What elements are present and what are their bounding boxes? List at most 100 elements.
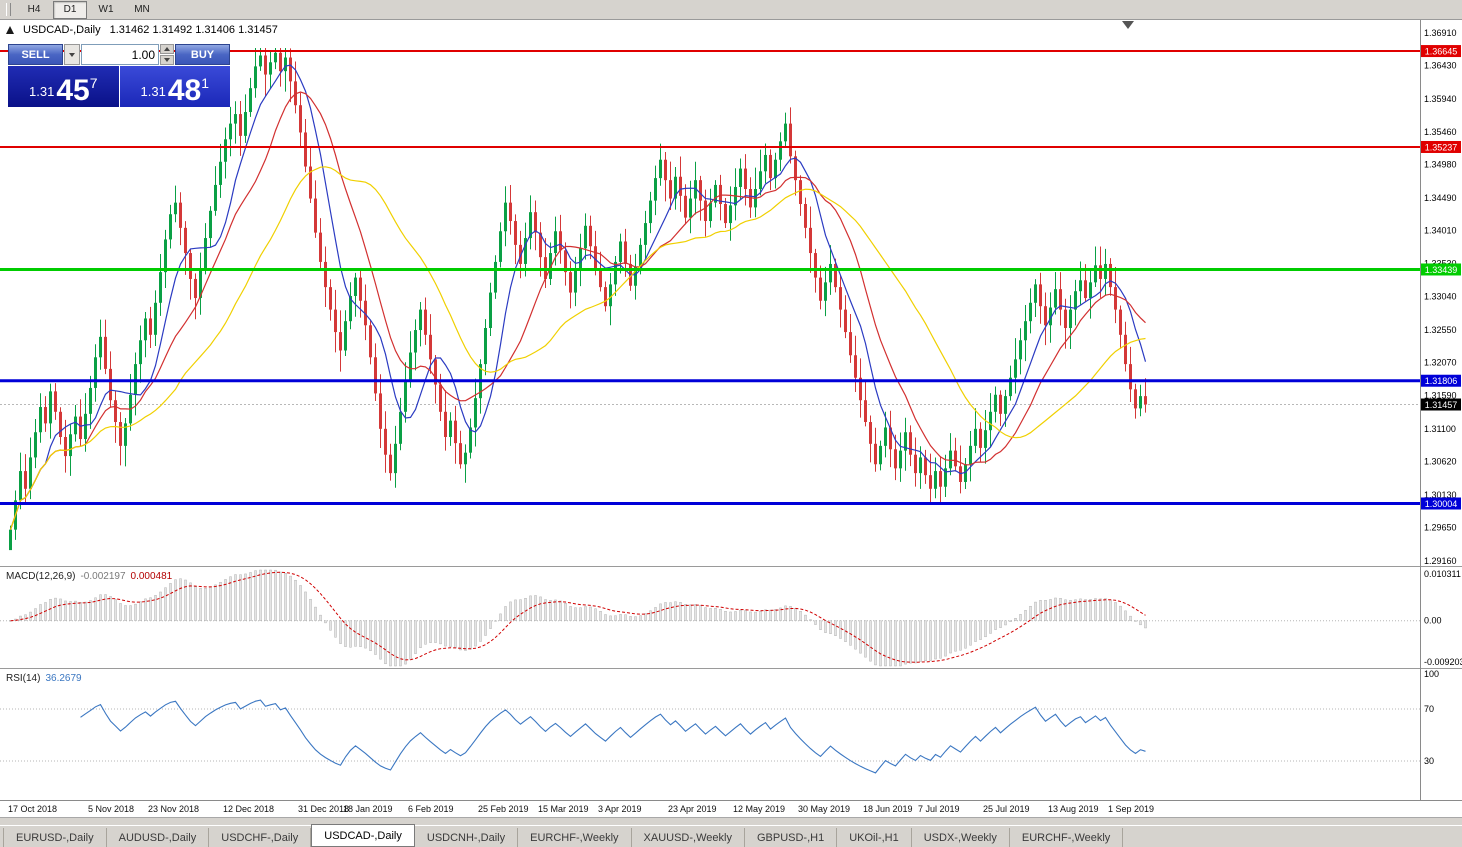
sell-price-big: 45 [56,73,90,107]
sell-price-sup: 7 [89,75,98,91]
price-axis-tick: 1.36910 [1424,28,1457,38]
price-tag-label: 1.33439 [1425,265,1458,275]
chart-icon[interactable] [6,26,14,34]
buy-price-panel[interactable]: 1.31 48 1 [119,66,230,107]
date-label: 15 Mar 2019 [538,804,589,814]
date-axis[interactable]: 17 Oct 2018 5 Nov 2018 23 Nov 2018 12 Dec 2… [0,800,1462,817]
chart-tab-bar: EURUSD-,Daily AUDUSD-,Daily USDCHF-,Daily U… [0,824,1462,847]
oct-prices-row: 1.31 45 7 1.31 48 1 [8,66,230,107]
price-axis-tick: 1.34980 [1424,159,1457,169]
rsi-name: RSI(14) [6,673,41,684]
rsi-axis-label: 30 [1424,756,1434,766]
lot-size-input[interactable] [81,44,159,65]
macd-axis-label: 0.010311 [1424,569,1461,579]
chart-tab-xauusd-weekly[interactable]: XAUUSD-,Weekly [632,828,745,847]
lot-spin-up-button[interactable] [160,44,174,54]
bottom-strip [0,817,1462,825]
sell-price-prefix: 1.31 [29,84,55,99]
chart-title-bar: USDCAD-,Daily 1.31462 1.31492 1.31406 1.… [6,23,278,37]
price-tag-label: 1.36645 [1425,47,1458,57]
buy-button[interactable]: BUY [175,44,230,65]
sell-price-panel[interactable]: 1.31 45 7 [8,66,119,107]
period-button-h4[interactable]: H4 [27,4,41,15]
chart-tab-audusd-daily[interactable]: AUDUSD-,Daily [107,828,210,847]
macd-axis-label: -0.009203 [1424,657,1462,667]
date-label: 25 Jul 2019 [983,804,1030,814]
lot-spin-down-button[interactable] [160,55,174,65]
date-label: 5 Nov 2018 [88,804,135,814]
buy-price-sup: 1 [201,75,209,91]
price-axis-tick: 1.29160 [1424,556,1457,566]
date-label: 31 Dec 2018 [298,804,350,814]
chart-tab-eurchf-weekly[interactable]: EURCHF-,Weekly [1010,828,1124,847]
chart-tab-usdcnh-daily[interactable]: USDCNH-,Daily [415,828,519,847]
candles-layer [9,47,1147,551]
price-tag [1421,497,1461,510]
date-label: 23 Apr 2019 [668,804,717,814]
rsi-pane[interactable] [0,670,1420,800]
chart-tab-gbpusd-h1[interactable]: GBPUSD-,H1 [745,828,838,847]
price-axis-tick: 1.34490 [1424,193,1457,203]
chart-tab-usdcad-daily[interactable]: USDCAD-,Daily [311,824,415,847]
date-label: 18 Jan 2019 [343,804,393,814]
period-button-mn[interactable]: MN [134,4,150,15]
price-axis-tick: 1.33040 [1424,292,1457,302]
price-axis-tick: 1.31590 [1424,390,1457,400]
date-label: 1 Sep 2019 [1108,804,1155,814]
price-tag-label: 1.35237 [1425,142,1458,152]
buy-price-prefix: 1.31 [140,84,166,99]
chart-tab-eurusd-daily[interactable]: EURUSD-,Daily [3,828,107,847]
chart-plot-area[interactable] [0,20,1420,566]
oct-controls-row: SELL BUY [8,44,230,65]
date-label: 6 Feb 2019 [408,804,454,814]
chevron-down-icon [69,52,75,57]
price-tag-label: 1.31806 [1425,376,1458,386]
date-label: 12 Dec 2018 [223,804,275,814]
price-axis-tick: 1.32070 [1424,358,1457,368]
chart-shift-marker[interactable] [1122,21,1134,29]
date-label: 18 Jun 2019 [863,804,913,814]
chart-tab-eurchf-weekly[interactable]: EURCHF-,Weekly [518,828,632,847]
ma-line-16 [9,91,1146,530]
macd-signal-line [10,571,1146,663]
rsi-axis-label: 100 [1424,669,1439,679]
price-tag-label: 1.30004 [1425,499,1458,509]
date-label: 23 Nov 2018 [148,804,200,814]
price-axis-tick: 1.30620 [1424,457,1457,467]
rsi-line [80,699,1146,774]
chart-tab-usdchf-daily[interactable]: USDCHF-,Daily [209,828,312,847]
price-axis-tick: 1.31100 [1424,424,1456,434]
period-toolbar: H4 D1 W1 MN [0,0,1462,20]
price-axis-tick: 1.36430 [1424,61,1457,71]
date-label: 25 Feb 2019 [478,804,529,814]
period-button-d1[interactable]: D1 [53,0,87,19]
date-label: 7 Jul 2019 [918,804,960,814]
chart-tab-usdx-weekly[interactable]: USDX-,Weekly [912,828,1010,847]
price-axis-tick: 1.33530 [1424,258,1457,268]
price-axis-tick: 1.35940 [1424,94,1457,104]
toolbar-grip[interactable] [6,3,11,16]
period-buttons: H4 D1 W1 MN [17,0,159,19]
lot-spinner [160,44,174,65]
buy-price-big: 48 [167,73,202,107]
price-tag [1421,140,1461,153]
price-tag [1421,263,1461,276]
sell-button[interactable]: SELL [8,44,63,65]
bid-price-tag [1421,398,1461,411]
chevron-up-icon [164,47,170,51]
chart-tab-ukoil-h1[interactable]: UKOil-,H1 [837,828,912,847]
price-tag [1421,374,1461,387]
period-button-w1[interactable]: W1 [98,4,114,15]
macd-main-value: -0.002197 [80,571,126,582]
price-axis-tick: 1.35460 [1424,127,1457,137]
price-axis-tick: 1.32550 [1424,325,1457,335]
lot-dropdown-button[interactable] [64,44,80,65]
date-label: 13 Aug 2019 [1048,804,1099,814]
macd-label: MACD(12,26,9) -0.002197 0.000481 [6,571,172,582]
chart-symbol-title: USDCAD-,Daily [23,24,101,36]
price-axis-tick: 1.30130 [1424,490,1457,500]
price-axis-tick: 1.29650 [1424,523,1457,533]
macd-name: MACD(12,26,9) [6,571,76,582]
